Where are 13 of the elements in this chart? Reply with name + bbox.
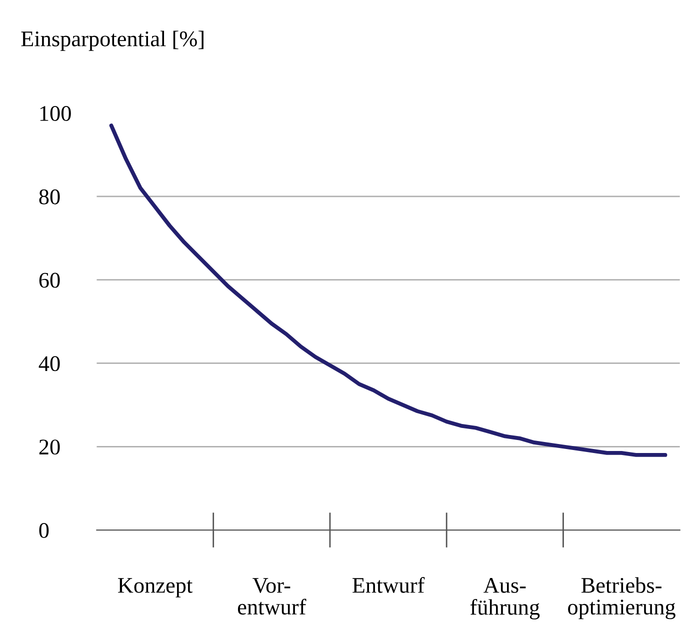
y-axis-title: Einsparpotential [%] [21, 30, 204, 51]
x-tick-label: Betriebs- optimierung [568, 577, 676, 620]
x-tick-label: Vor- entwurf [238, 578, 306, 615]
y-tick-label: 20 [39, 440, 60, 455]
line-series [109, 124, 668, 457]
y-tick-label: 60 [39, 272, 60, 288]
y-tick-label: 80 [39, 189, 60, 204]
y-tick-label: 0 [39, 522, 49, 538]
y-tick-label: 40 [38, 356, 60, 372]
x-tick-label: Entwurf [352, 577, 425, 593]
x-tick-label: Konzept [118, 578, 193, 598]
y-tick-label: 100 [40, 106, 71, 121]
x-tick-label: Aus- führung [470, 578, 540, 620]
